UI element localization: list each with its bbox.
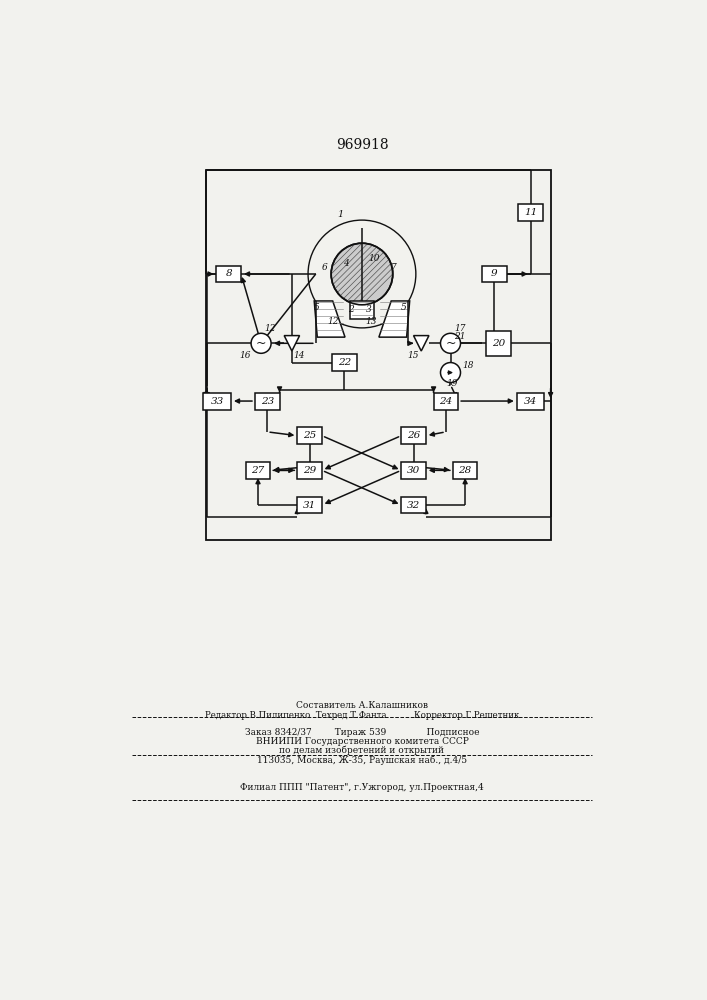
Text: 5: 5 [400,304,407,312]
FancyBboxPatch shape [297,497,322,513]
Text: 17: 17 [455,324,466,333]
Text: Филиал ППП "Патент", г.Ужгород, ул.Проектная,4: Филиал ППП "Патент", г.Ужгород, ул.Проек… [240,783,484,792]
FancyBboxPatch shape [518,204,543,221]
FancyBboxPatch shape [482,266,507,282]
Text: 15: 15 [407,351,419,360]
Text: 1: 1 [337,210,344,219]
Text: 10: 10 [368,254,380,263]
Text: 22: 22 [338,358,351,367]
Polygon shape [379,301,409,337]
Text: 28: 28 [459,466,472,475]
FancyBboxPatch shape [246,462,270,479]
Circle shape [440,363,460,383]
Text: 11: 11 [524,208,537,217]
FancyBboxPatch shape [332,354,356,371]
Bar [206,170,551,540]
Text: 34: 34 [524,397,537,406]
Circle shape [331,243,393,305]
Text: 33: 33 [211,397,224,406]
Text: 19: 19 [447,379,458,388]
FancyBboxPatch shape [402,497,426,513]
Text: ~: ~ [256,337,267,350]
FancyBboxPatch shape [486,331,510,356]
Text: 25: 25 [303,431,316,440]
Circle shape [251,333,271,353]
Text: ~: ~ [445,337,456,350]
Text: 113035, Москва, Ж-35, Раушская наб., д.4/5: 113035, Москва, Ж-35, Раушская наб., д.4… [257,756,467,765]
FancyBboxPatch shape [517,393,544,410]
Text: Заказ 8342/37        Тираж 539              Подписное: Заказ 8342/37 Тираж 539 Подписное [245,728,479,737]
Text: 13: 13 [366,317,378,326]
FancyBboxPatch shape [255,393,279,410]
Text: 20: 20 [491,339,505,348]
FancyBboxPatch shape [216,266,241,282]
FancyBboxPatch shape [433,393,458,410]
Text: по делам изобретений и открытий: по делам изобретений и открытий [279,746,445,755]
Polygon shape [351,301,373,319]
Text: 7: 7 [390,263,396,272]
Text: 23: 23 [261,397,274,406]
Text: Составитель А.Калашников: Составитель А.Калашников [296,701,428,710]
Text: 3: 3 [366,305,372,314]
FancyBboxPatch shape [402,427,426,444]
Text: 32: 32 [407,500,420,510]
Circle shape [440,333,460,353]
Text: ВНИИПИ Государственного комитета СССР: ВНИИПИ Государственного комитета СССР [255,737,469,746]
Text: 27: 27 [252,466,264,475]
Text: 969918: 969918 [336,138,388,152]
Text: 2: 2 [348,305,354,314]
Text: 9: 9 [491,269,498,278]
FancyBboxPatch shape [297,427,322,444]
Text: 31: 31 [303,500,316,510]
Text: 24: 24 [439,397,452,406]
FancyBboxPatch shape [402,462,426,479]
Text: 12: 12 [327,317,339,326]
Text: 26: 26 [407,431,420,440]
FancyBboxPatch shape [297,462,322,479]
Text: 12: 12 [264,324,276,333]
Polygon shape [414,336,429,351]
Text: 8: 8 [226,269,232,278]
Text: 5: 5 [314,304,320,312]
Text: 18: 18 [462,361,474,370]
Text: 16: 16 [240,351,251,360]
Text: 21: 21 [454,332,465,341]
Text: 30: 30 [407,466,420,475]
Text: 14: 14 [293,351,305,360]
FancyBboxPatch shape [452,462,477,479]
Polygon shape [284,336,300,351]
Text: 4: 4 [343,259,349,268]
Text: Редактор В.Пилипенко  Техред Т.Фанта          Корректор Г.Решетник: Редактор В.Пилипенко Техред Т.Фанта Корр… [205,711,519,720]
Text: 6: 6 [322,263,327,272]
Text: 29: 29 [303,466,316,475]
Polygon shape [314,301,345,337]
FancyBboxPatch shape [204,393,231,410]
